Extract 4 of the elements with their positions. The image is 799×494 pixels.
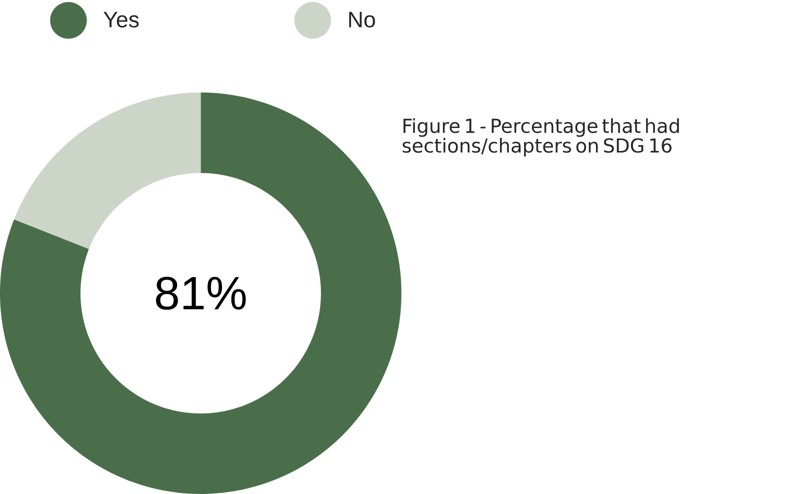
legend-label: Yes — [104, 12, 139, 28]
legend-label: No — [349, 12, 375, 28]
text: 81% — [156, 276, 246, 310]
text: Figure 1 - Percentage that had sections/chapters on SDG 16 — [402, 118, 679, 157]
